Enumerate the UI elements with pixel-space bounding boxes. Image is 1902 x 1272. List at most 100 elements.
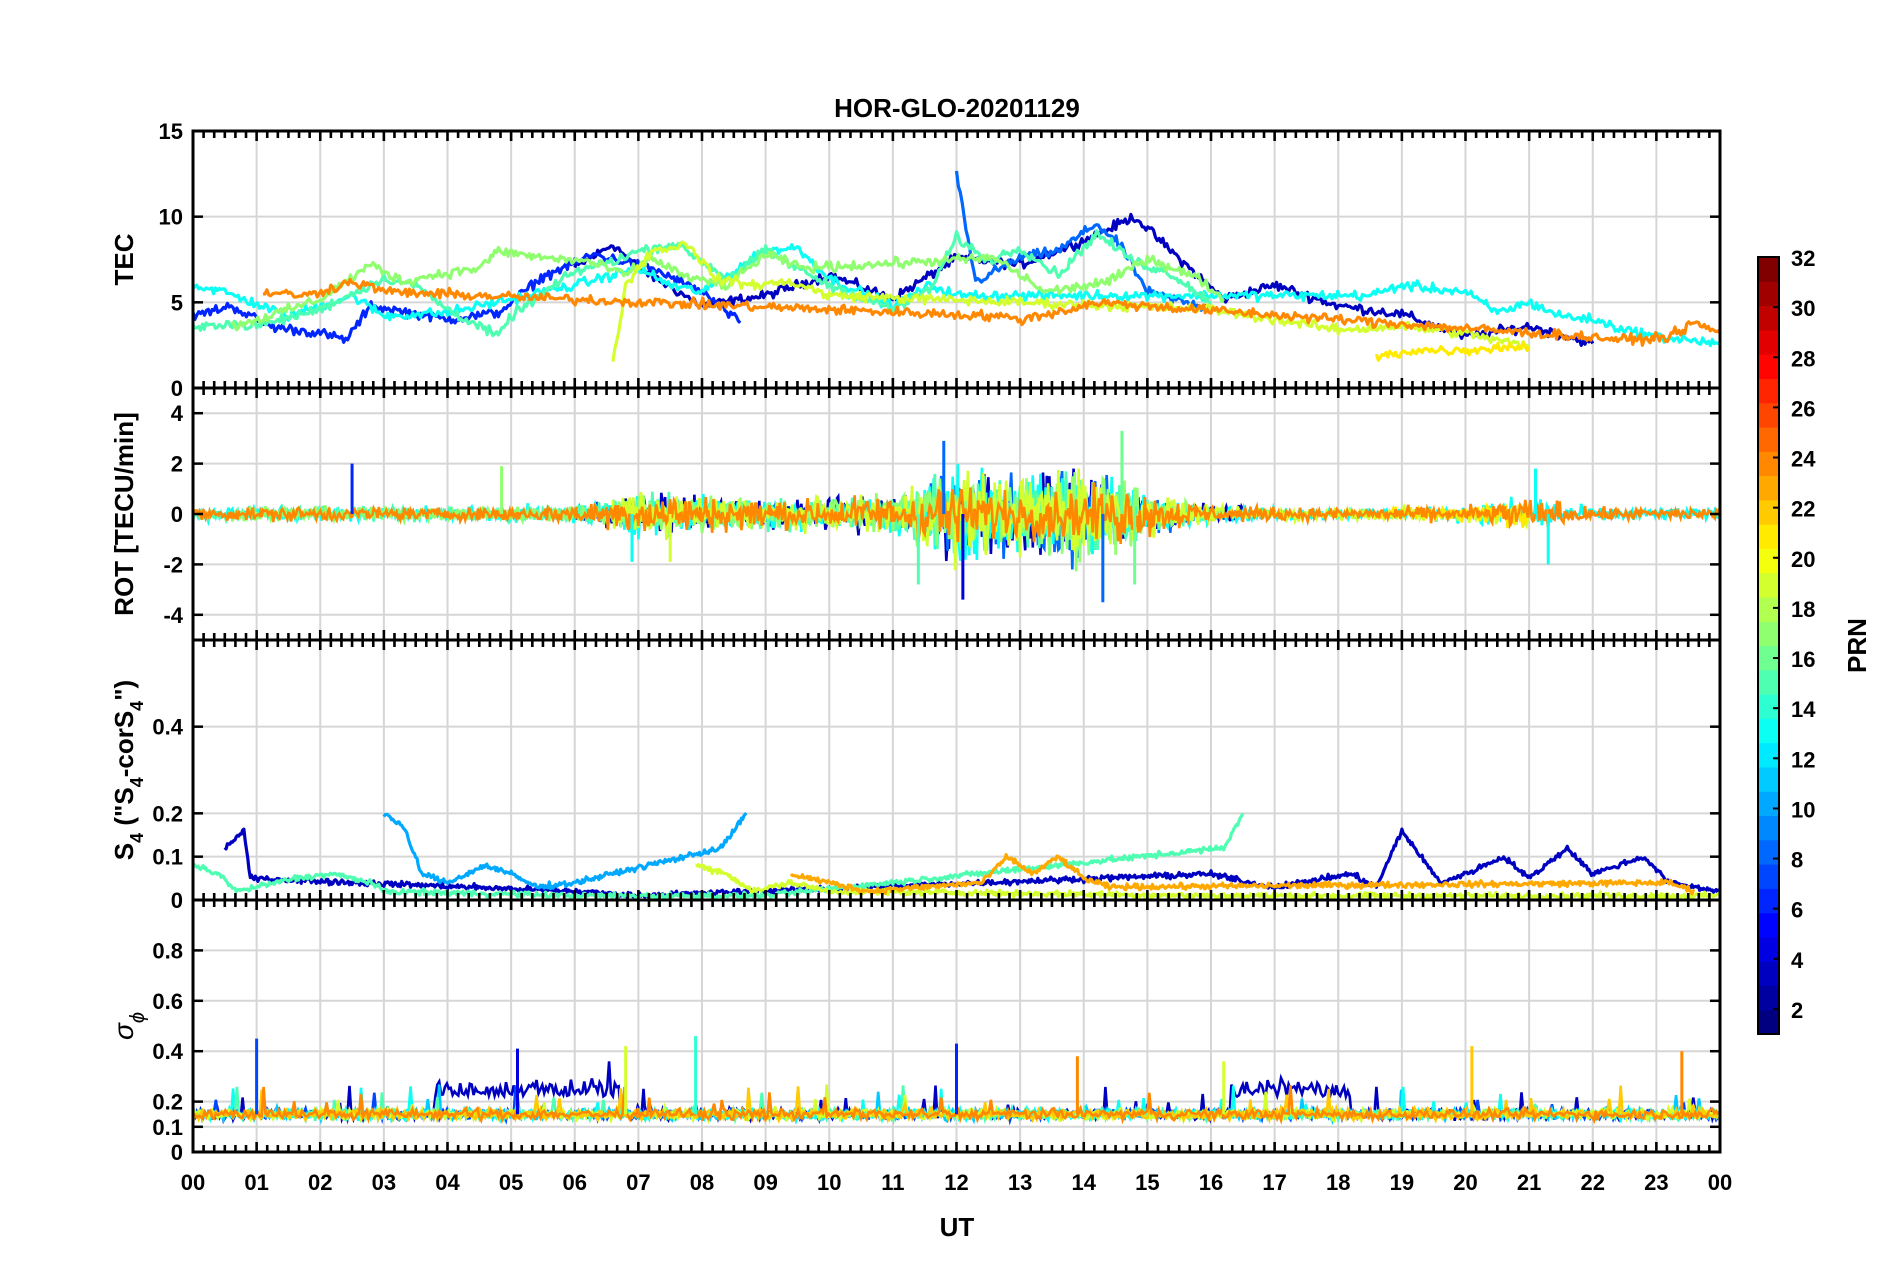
colorbar-cell (1758, 524, 1779, 549)
y-tick-label: 0 (171, 1140, 183, 1165)
colorbar-cell (1758, 864, 1779, 889)
colorbar-cell (1758, 378, 1779, 404)
colorbar-tick-label: 10 (1791, 797, 1815, 822)
y-axis-label-part: S (109, 843, 139, 860)
x-tick-label: 12 (944, 1170, 968, 1195)
colorbar-cell (1758, 305, 1779, 331)
series-prn-19 (611, 240, 1531, 362)
colorbar-cell (1758, 451, 1779, 477)
panel-tec: 0 5 10 15 TEC (109, 119, 1722, 401)
x-tick-label: 18 (1326, 1170, 1350, 1195)
x-tick-label: 04 (435, 1170, 460, 1195)
y-tick-label: 0.2 (152, 1090, 183, 1115)
x-tick-label: 00 (1708, 1170, 1732, 1195)
y-tick-label: -2 (163, 552, 183, 577)
y-tick-label: 0.1 (152, 1115, 183, 1140)
colorbar-cell (1758, 329, 1779, 355)
colorbar-cell (1758, 281, 1779, 307)
x-tick-label: 22 (1581, 1170, 1605, 1195)
colorbar-cell (1758, 766, 1779, 792)
y-tick-label: 0.2 (152, 801, 183, 826)
x-tick-label: 07 (626, 1170, 650, 1195)
y-tick-label: 15 (159, 119, 183, 144)
colorbar-tick-label: 12 (1791, 747, 1815, 772)
y-tick-label: 4 (171, 401, 184, 426)
x-tick-label: 16 (1199, 1170, 1223, 1195)
colorbar-tick-label: 22 (1791, 497, 1815, 522)
colorbar-cell (1758, 402, 1779, 428)
y-tick-label: 0 (171, 376, 183, 401)
colorbar-tick-label: 26 (1791, 396, 1815, 421)
colorbar-cell (1758, 985, 1779, 1011)
colorbar-tick-label: 30 (1791, 296, 1815, 321)
y-axis-label: ROT [TECU/min] (109, 412, 139, 616)
y-axis-label-part: 4 (127, 701, 147, 711)
y-axis-label-part: σ (108, 1022, 139, 1040)
series-prn-10 (382, 811, 748, 891)
y-tick-label: 0.4 (152, 1039, 183, 1064)
x-tick-label: 21 (1517, 1170, 1541, 1195)
colorbar-tick-label: 16 (1791, 647, 1815, 672)
x-tick-label: 19 (1390, 1170, 1414, 1195)
colorbar-tick-label: 18 (1791, 597, 1815, 622)
colorbar-cell (1758, 572, 1779, 598)
series-prn-17 (230, 245, 1225, 332)
colorbar-cell (1758, 621, 1779, 647)
colorbar-cell (1758, 548, 1779, 574)
colorbar-tick-label: 28 (1791, 346, 1815, 371)
x-tick-label: 09 (753, 1170, 777, 1195)
colorbar-cell (1758, 742, 1779, 768)
panel-rot: -4 -2 0 2 4 ROT [TECU/min] (109, 386, 1722, 642)
rot-series-prn-24 (193, 482, 1720, 544)
y-tick-label: 0.6 (152, 989, 183, 1014)
y-tick-label: 0 (171, 502, 183, 527)
x-tick-label: 05 (499, 1170, 523, 1195)
colorbar-cell (1758, 1009, 1779, 1035)
x-tick-label: 02 (308, 1170, 332, 1195)
y-tick-label: 0.1 (152, 845, 183, 870)
x-tick-label: 23 (1644, 1170, 1668, 1195)
y-axis-label: TEC (109, 233, 139, 285)
x-tick-label: 03 (372, 1170, 396, 1195)
colorbar-cell (1758, 596, 1779, 622)
y-tick-label: 2 (171, 452, 183, 477)
series-prn-21 (1374, 341, 1531, 362)
y-axis-label-part: ") (109, 680, 139, 701)
y-tick-label: -4 (163, 603, 183, 628)
colorbar-tick-label: 4 (1791, 948, 1804, 973)
colorbar-cell (1758, 645, 1779, 671)
x-tick-label: 13 (1008, 1170, 1032, 1195)
colorbar-tick-label: 6 (1791, 898, 1803, 923)
colorbar-tick-label: 24 (1791, 447, 1816, 472)
y-tick-label: 0.4 (152, 715, 183, 740)
series-group-sigma_phi (193, 1036, 1720, 1126)
chart-title: HOR-GLO-20201129 (834, 93, 1080, 123)
colorbar-tick-label: 8 (1791, 848, 1803, 873)
colorbar-cell (1758, 936, 1779, 962)
colorbar-cell (1758, 888, 1779, 914)
y-tick-label: 0 (171, 888, 183, 913)
colorbar-cell (1758, 694, 1779, 719)
series-group-tec (193, 170, 1720, 362)
y-tick-label: 10 (159, 205, 183, 230)
series-group-rot (193, 430, 1720, 603)
x-tick-label: 01 (244, 1170, 268, 1195)
sigma-series-prn-24 (193, 1085, 1720, 1126)
colorbar-tick-label: 2 (1791, 998, 1803, 1023)
colorbar-cell (1758, 961, 1779, 987)
colorbar-tick-label: 14 (1791, 697, 1816, 722)
colorbar-tick-label: 20 (1791, 547, 1815, 572)
y-axis-label-part: ("S (109, 787, 139, 833)
colorbar-cell (1758, 257, 1779, 282)
colorbar-frame (1757, 256, 1780, 1035)
x-tick-label: 17 (1262, 1170, 1286, 1195)
colorbar-cell (1758, 475, 1779, 501)
colorbar-cell (1758, 718, 1779, 744)
x-axis-label: UT (940, 1212, 975, 1242)
colorbar-cell (1758, 499, 1779, 525)
y-axis-label-part: -corS (109, 711, 139, 777)
y-axis-label: S4 ("S4-corS4") (109, 680, 147, 860)
colorbar-cell (1758, 669, 1779, 695)
y-axis-label: σϕ (108, 1012, 149, 1040)
